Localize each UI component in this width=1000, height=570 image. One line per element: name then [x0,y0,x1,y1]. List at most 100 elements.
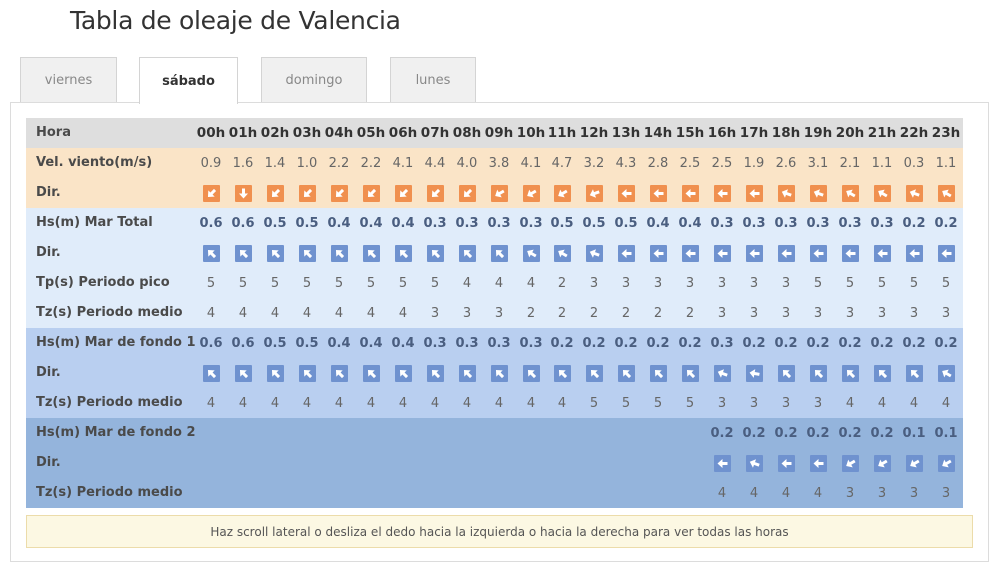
direction-cell [195,358,227,388]
value-cell: 0.5 [614,215,638,231]
direction-arrow-icon [490,364,508,382]
direction-arrow-icon [202,184,220,202]
direction-cell [738,358,770,388]
direction-cell [738,238,770,268]
value-cell [291,418,323,448]
direction-arrow-icon [713,454,731,472]
direction-cell [259,178,291,208]
direction-cell [419,238,451,268]
value-cell: 0.4 [391,335,415,351]
value-cell: 5 [813,275,823,291]
row-tz_swell2: Tz(s) Periodo medio 4 4 4 4 3 3 3 3 [26,478,963,508]
value-cell: 0.4 [327,215,351,231]
value-cell: 0.3 [487,215,511,231]
hour-header: 13h [611,125,641,141]
direction-cell [515,238,547,268]
direction-arrow-icon [713,244,731,262]
value-cell: 0.2 [582,335,606,351]
direction-cell [802,178,834,208]
value-cell: 0.3 [710,335,734,351]
value-cell: 0.2 [742,335,766,351]
value-cell: 3 [909,485,919,501]
wave-table[interactable]: Hora 00h 01h 02h 03h 04h 05h 06h 07h 08h 09h 10h 11h… [26,118,963,508]
value-cell: 4 [270,305,280,321]
value-cell: 4.1 [520,155,542,171]
direction-cell [483,238,515,268]
value-cell: 1.4 [264,155,286,171]
direction-arrow-icon [681,244,699,262]
value-cell: 5 [877,275,887,291]
direction-cell [323,178,355,208]
direction-cell [642,448,674,478]
hour-header: 12h [579,125,609,141]
value-cell: 2 [621,305,631,321]
value-cell: 4 [430,395,440,411]
value-cell: 4 [302,305,312,321]
value-cell: 3 [845,305,855,321]
tab-sabado[interactable]: sábado [139,57,238,104]
direction-arrow-icon [809,454,827,472]
value-cell: 2 [685,305,695,321]
value-cell: 5 [909,275,919,291]
value-cell: 0.3 [423,335,447,351]
value-cell: 3 [813,305,823,321]
direction-cell [227,238,259,268]
value-cell: 3 [717,395,727,411]
value-cell: 3 [909,305,919,321]
value-cell: 4 [270,395,280,411]
direction-arrow-icon [873,454,891,472]
hour-header: 04h [324,125,354,141]
direction-arrow-icon [649,244,667,262]
hour-header: 01h [228,125,258,141]
value-cell: 2.5 [679,155,701,171]
value-cell: 3 [589,275,599,291]
direction-arrow-icon [873,184,891,202]
row-label-hs_swell2: Hs(m) Mar de fondo 2 [36,425,196,440]
direction-cell [866,358,898,388]
value-cell: 1.0 [296,155,318,171]
value-cell: 0.3 [519,215,543,231]
hour-header: 06h [388,125,418,141]
value-cell: 5 [366,275,376,291]
value-cell [578,418,610,448]
direction-arrow-icon [873,244,891,262]
value-cell: 3 [941,485,951,501]
value-cell: 0.6 [199,335,223,351]
value-cell: 3 [621,275,631,291]
tab-viernes[interactable]: viernes [20,57,117,103]
direction-arrow-icon [841,244,859,262]
tab-lunes[interactable]: lunes [390,57,476,103]
value-cell: 1.1 [871,155,893,171]
value-cell: 0.3 [455,215,479,231]
hour-header: 07h [420,125,450,141]
value-cell: 3 [749,275,759,291]
value-cell: 3.8 [488,155,510,171]
direction-arrow-icon [522,364,540,382]
direction-cell [610,178,642,208]
tab-domingo[interactable]: domingo [261,57,367,103]
value-cell: 0.4 [678,215,702,231]
direction-arrow-icon [585,364,603,382]
direction-arrow-icon [713,184,731,202]
value-cell: 0.5 [295,335,319,351]
direction-arrow-icon [458,364,476,382]
value-cell: 0.6 [199,215,223,231]
value-cell [451,418,483,448]
value-cell: 3 [749,395,759,411]
value-cell: 0.4 [327,335,351,351]
direction-cell [546,178,578,208]
hour-header: 19h [803,125,833,141]
row-tz: Tz(s) Periodo medio 4 4 4 4 4 4 4 3 3 3 2 2 2 2 2 2 3 3 3 3 3… [26,298,963,328]
value-cell: 0.3 [423,215,447,231]
direction-arrow-icon [266,244,284,262]
direction-arrow-icon [330,364,348,382]
direction-cell [898,178,930,208]
value-cell: 0.4 [391,215,415,231]
direction-arrow-icon [937,364,955,382]
value-cell: 3 [462,305,472,321]
row-hora: Hora 00h 01h 02h 03h 04h 05h 06h 07h 08h 09h 10h 11h… [26,118,963,148]
value-cell: 5 [845,275,855,291]
value-cell: 3 [653,275,663,291]
value-cell [610,418,642,448]
row-label-tz_swell2: Tz(s) Periodo medio [36,485,183,500]
